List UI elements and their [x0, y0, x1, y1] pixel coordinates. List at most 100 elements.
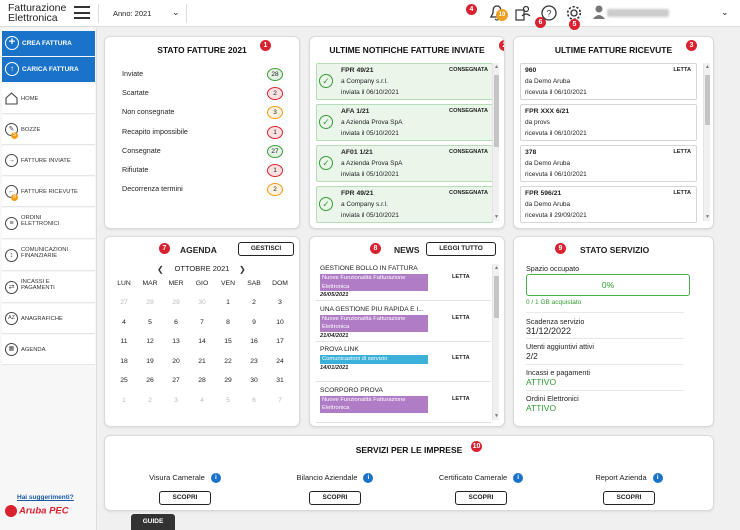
calendar-day[interactable]: 23	[250, 357, 258, 365]
calendar-day[interactable]: 15	[224, 338, 232, 346]
crea-fattura-button[interactable]: + CREA FATTURA	[2, 31, 95, 56]
calendar-day[interactable]: 21	[198, 357, 206, 365]
status-count-badge[interactable]: 1	[267, 125, 283, 139]
news-item[interactable]: GESTIONE BOLLO IN FATTURA Nuove Funzional…	[316, 263, 491, 301]
calendar-day[interactable]: 17	[276, 338, 284, 346]
news-item[interactable]: UNA GESTIONE PIU RAPIDA E I... Nuove Funz…	[316, 304, 491, 342]
sidebar-item-home[interactable]: HOME	[2, 84, 95, 114]
received-invoice-item[interactable]: FPR 596/21 LETTA da Demo Aruba ricevuta il …	[520, 186, 697, 223]
calendar-day[interactable]: 7	[278, 396, 282, 404]
calendar-day[interactable]: 7	[200, 318, 204, 326]
sidebar-item-comunicazioni[interactable]: ↕ COMUNICAZIONI FINANZIARIE	[2, 240, 95, 271]
notification-item[interactable]: ✓ AFA 1/21 CONSEGNATA a Azienda Prova SpA in…	[316, 104, 493, 141]
status-count-badge[interactable]: 3	[267, 106, 283, 120]
calendar-day[interactable]: 27	[120, 299, 128, 307]
calendar-day[interactable]: 5	[148, 318, 152, 326]
calendar-day[interactable]: 29	[224, 377, 232, 385]
sidebar-item-bozze[interactable]: ✎ 5 BOZZE	[2, 115, 95, 145]
calendar-day[interactable]: 13	[172, 338, 180, 346]
scrollbar[interactable]: ▲ ▼	[703, 63, 710, 221]
calendar-day[interactable]: 31	[276, 377, 284, 385]
calendar-day[interactable]: 4	[122, 318, 126, 326]
calendar-day[interactable]: 18	[120, 357, 128, 365]
calendar-day[interactable]: 28	[198, 377, 206, 385]
calendar-day[interactable]: 11	[120, 338, 128, 346]
status-count-badge[interactable]: 27	[267, 144, 283, 158]
user-avatar-icon[interactable]	[592, 4, 606, 19]
sidebar-item-ordini[interactable]: ≡ ORDINI ELETTRONICI	[2, 208, 95, 239]
calendar-day[interactable]: 20	[172, 357, 180, 365]
notification-item[interactable]: ✓ FPR 49/21 CONSEGNATA a Company s.r.l. invi…	[316, 186, 493, 223]
received-invoice-item[interactable]: FPR XXX 6/21 da provs ricevuta il 06/10/20…	[520, 104, 697, 141]
user-name-blurred[interactable]	[607, 9, 669, 17]
status-count-badge[interactable]: 2	[267, 183, 283, 197]
guide-tab[interactable]: GUIDE	[131, 514, 175, 530]
info-icon[interactable]: i	[210, 473, 221, 484]
scrollbar[interactable]: ▲ ▼	[492, 63, 499, 221]
notification-item[interactable]: ✓ FPR 49/21 CONSEGNATA a Company s.r.l. invi…	[316, 63, 493, 100]
sidebar-item-anagrafiche[interactable]: AZ ANAGRAFICHE	[2, 304, 95, 334]
scopri-button[interactable]: SCOPRI	[309, 491, 361, 505]
calendar-day[interactable]: 3	[174, 396, 178, 404]
calendar-day[interactable]: 27	[172, 377, 180, 385]
news-item[interactable]: PROVA LINK Comunicazioni di servizio 14/01…	[316, 344, 491, 382]
calendar-day[interactable]: 8	[226, 318, 230, 326]
suggestions-link[interactable]: Hai suggerimenti?	[17, 494, 74, 501]
scopri-button[interactable]: SCOPRI	[159, 491, 211, 505]
calendar-day[interactable]: 30	[250, 377, 258, 385]
calendar-day[interactable]: 25	[120, 377, 128, 385]
sidebar-item-fatture-ricevute[interactable]: ← 8 FATTURE RICEVUTE	[2, 177, 95, 207]
calendar-day[interactable]: 4	[200, 396, 204, 404]
scopri-button[interactable]: SCOPRI	[603, 491, 655, 505]
gestisci-button[interactable]: GESTISCI	[238, 242, 294, 256]
status-count-badge[interactable]: 2	[267, 87, 283, 101]
notification-item[interactable]: ✓ AF01 1/21 CONSEGNATA a Azienda Prova SpA i…	[316, 145, 493, 182]
user-menu-chevron-icon[interactable]: ⌄	[721, 7, 729, 17]
calendar-day[interactable]: 28	[146, 299, 154, 307]
status-count-badge[interactable]: 1	[267, 164, 283, 177]
calendar-day[interactable]: 30	[198, 299, 206, 307]
calendar-day[interactable]: 16	[250, 338, 258, 346]
received-invoice-item[interactable]: 960 LETTA da Demo Aruba ricevuta il 06/10/2…	[520, 63, 697, 100]
help-icon[interactable]: ?	[540, 4, 558, 22]
calendar-day[interactable]: 22	[224, 357, 232, 365]
calendar-prev-icon[interactable]: ❮	[157, 265, 164, 274]
sidebar-item-fatture-inviate[interactable]: → FATTURE INVIATE	[2, 146, 95, 176]
year-selector[interactable]: Anno: 2021	[113, 9, 152, 18]
calendar-day[interactable]: 29	[172, 299, 180, 307]
calendar-day[interactable]: 9	[252, 318, 256, 326]
scopri-button[interactable]: SCOPRI	[455, 491, 507, 505]
sidebar-item-incassi[interactable]: ⇄ INCASSI E PAGAMENTI	[2, 272, 95, 303]
calendar-day[interactable]: 1	[226, 299, 230, 307]
scrollbar[interactable]: ▲ ▼	[492, 264, 499, 420]
document-user-icon[interactable]	[513, 4, 531, 22]
sidebar-item-agenda[interactable]: ▦ AGENDA	[2, 335, 95, 365]
chevron-down-icon[interactable]: ⌄	[172, 7, 180, 17]
calendar-day[interactable]: 6	[174, 318, 178, 326]
calendar-day[interactable]: 24	[276, 357, 284, 365]
calendar-day[interactable]: 5	[226, 396, 230, 404]
hamburger-menu-icon[interactable]	[74, 6, 90, 19]
calendar-day[interactable]: 2	[148, 396, 152, 404]
calendar-day[interactable]: 6	[252, 396, 256, 404]
calendar-day[interactable]: 3	[278, 299, 282, 307]
calendar-day[interactable]: 14	[198, 338, 206, 346]
calendar-day[interactable]: 10	[276, 318, 284, 326]
app-logo[interactable]: Fatturazione Elettronica	[8, 3, 66, 24]
news-item[interactable]: SCORPORO PROVA Nuove Funzionalità Fattura…	[316, 385, 491, 423]
recipient: a Company s.r.l.	[341, 201, 388, 208]
calendar-next-icon[interactable]: ❯	[239, 265, 246, 274]
calendar-day[interactable]: 1	[122, 396, 126, 404]
calendar-day[interactable]: 26	[146, 377, 154, 385]
info-icon[interactable]: i	[363, 473, 374, 484]
calendar-day[interactable]: 2	[252, 299, 256, 307]
divider	[526, 312, 684, 313]
calendar-day[interactable]: 12	[146, 338, 154, 346]
status-count-badge[interactable]: 28	[267, 68, 283, 81]
leggi-tutto-button[interactable]: LEGGI TUTTO	[426, 242, 496, 256]
carica-fattura-button[interactable]: ↑ CARICA FATTURA	[2, 57, 95, 82]
calendar-day[interactable]: 19	[146, 357, 154, 365]
received-invoice-item[interactable]: 378 LETTA da Demo Aruba ricevuta il 06/10/2…	[520, 145, 697, 182]
info-icon[interactable]: i	[513, 473, 524, 484]
info-icon[interactable]: i	[652, 473, 663, 484]
